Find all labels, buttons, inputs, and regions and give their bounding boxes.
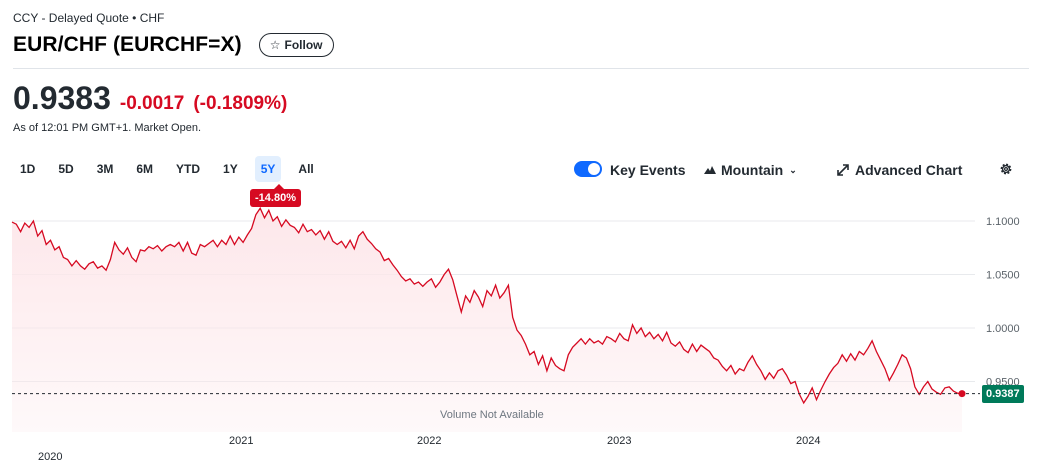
title-row: EUR/CHF (EURCHF=X) ☆ Follow (13, 33, 334, 57)
follow-label: Follow (284, 38, 323, 52)
quote-meta: CCY - Delayed Quote • CHF (13, 11, 165, 25)
volume-not-available: Volume Not Available (440, 409, 544, 421)
mountain-icon (704, 166, 716, 174)
as-of-timestamp: As of 12:01 PM GMT+1. Market Open. (13, 122, 201, 134)
price-row: 0.9383 -0.0017 (-0.1809%) (13, 80, 287, 117)
x-tick-label: 2023 (607, 435, 631, 447)
chart-price-line (11, 206, 963, 405)
page-title: EUR/CHF (EURCHF=X) (13, 33, 242, 56)
gear-icon[interactable] (999, 162, 1013, 176)
expand-icon (837, 164, 849, 176)
range-tab-1d[interactable]: 1D (20, 162, 36, 176)
period-change-badge: -14.80% (250, 184, 301, 207)
follow-button[interactable]: ☆ Follow (258, 33, 334, 57)
star-icon: ☆ (269, 38, 281, 52)
y-tick-label: 1.0000 (986, 323, 1020, 335)
chart-style-dropdown[interactable]: Mountain ⌄ (704, 162, 797, 178)
range-tab-3m[interactable]: 3M (96, 162, 114, 176)
x-tick-label: 2021 (229, 435, 253, 447)
chart-style-label: Mountain (721, 162, 784, 178)
advanced-chart-button[interactable]: Advanced Chart (837, 162, 962, 178)
x-tick-label: 2024 (796, 435, 820, 447)
advanced-chart-label: Advanced Chart (855, 162, 963, 178)
price-change-percent: (-0.1809%) (193, 93, 288, 114)
current-price-tag: 0.9387 (982, 385, 1024, 403)
range-tab-all[interactable]: All (298, 162, 314, 176)
range-tab-ytd[interactable]: YTD (176, 162, 201, 176)
range-tab-5d[interactable]: 5D (58, 162, 74, 176)
current-price: 0.9383 (13, 80, 111, 116)
toggle-knob (588, 163, 600, 175)
chevron-down-icon: ⌄ (789, 164, 797, 175)
range-tab-6m[interactable]: 6M (136, 162, 154, 176)
x-tick-label: 2020 (38, 451, 62, 463)
current-price-marker (958, 390, 966, 398)
y-tick-label: 1.0500 (986, 270, 1020, 282)
price-change: -0.0017 (119, 93, 185, 114)
header-divider (13, 68, 1029, 69)
x-tick-label: 2022 (417, 435, 441, 447)
range-tab-5y[interactable]: 5Y (254, 156, 282, 182)
key-events-label[interactable]: Key Events (610, 162, 686, 178)
range-tabs: 1D 5D 3M 6M YTD 1Y 5Y All (14, 156, 331, 182)
range-tab-1y[interactable]: 1Y (223, 162, 238, 176)
y-tick-label: 1.1000 (986, 216, 1020, 228)
key-events-toggle[interactable] (574, 161, 602, 177)
chart-area-fill (12, 208, 962, 432)
